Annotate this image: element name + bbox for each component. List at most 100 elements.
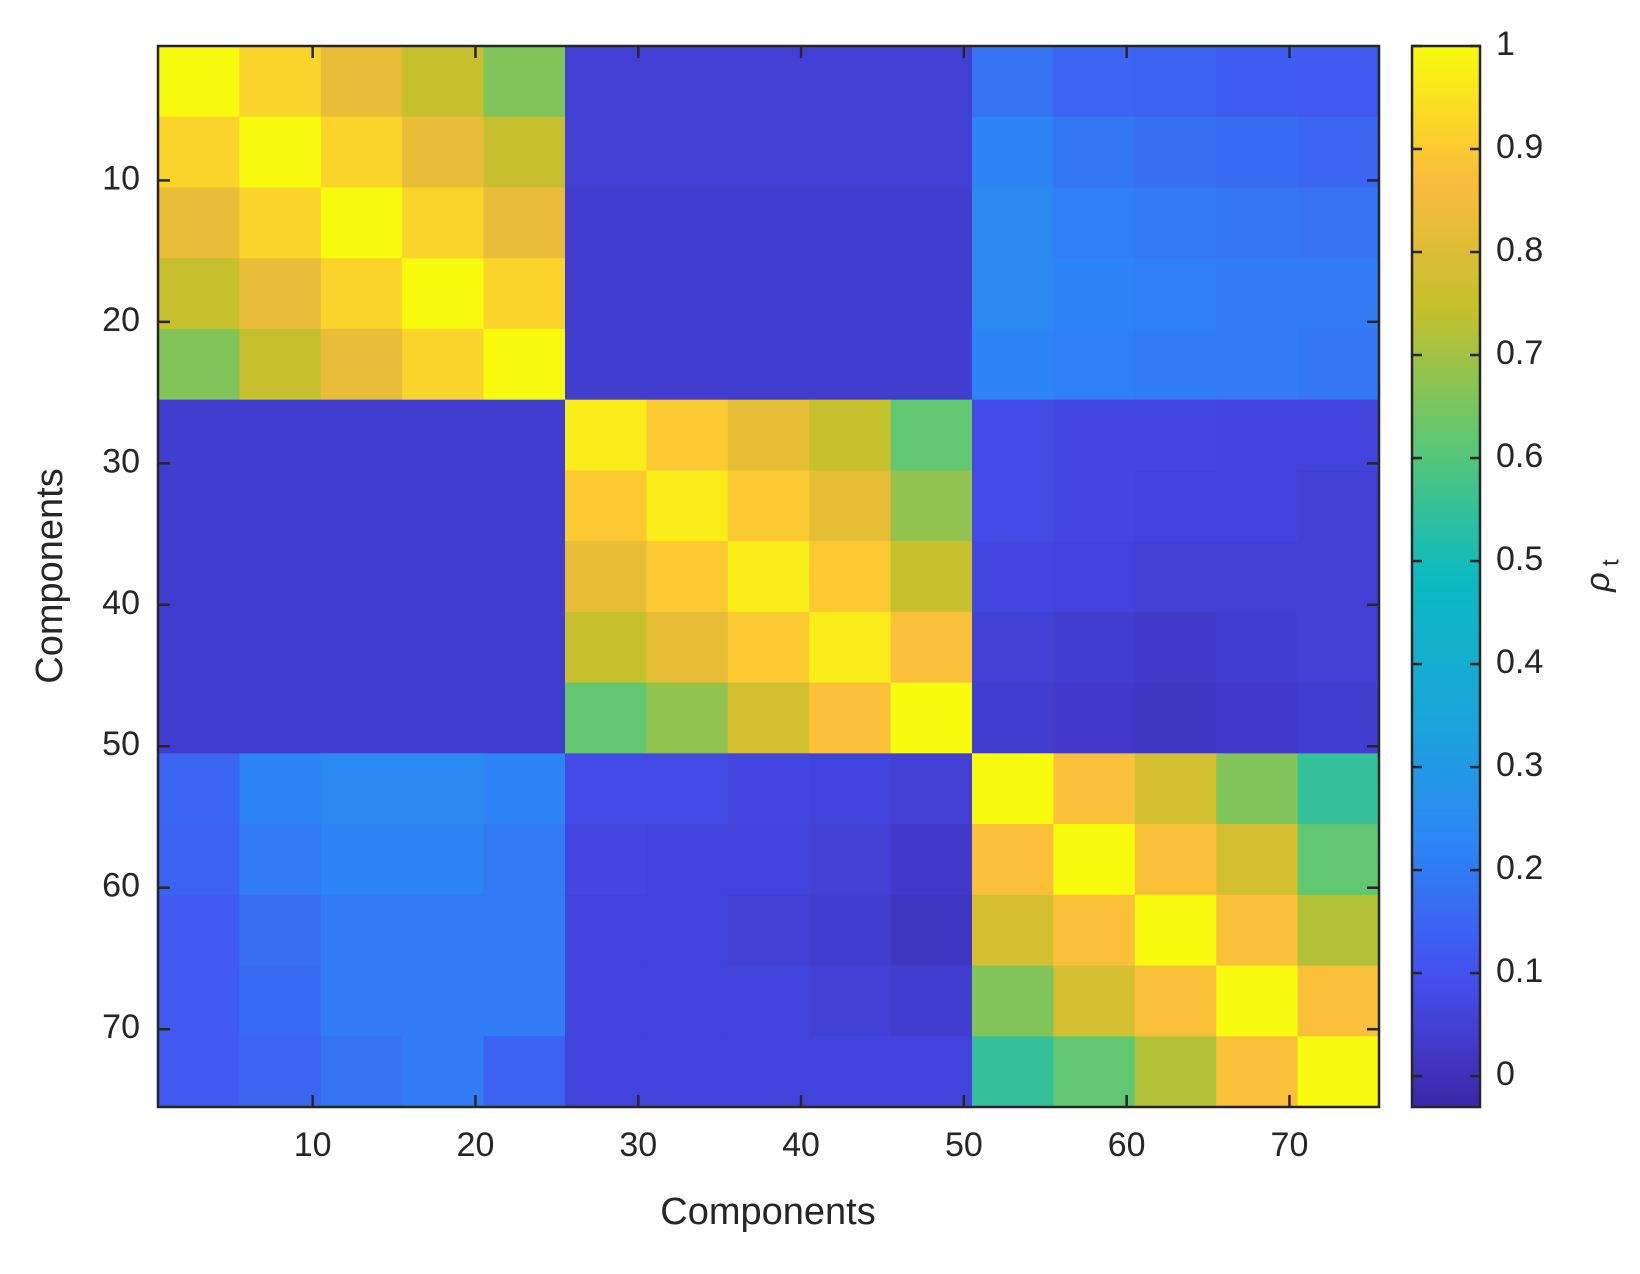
cell — [1053, 753, 1136, 825]
cell — [972, 187, 1054, 259]
cell — [1134, 965, 1217, 1037]
cell — [402, 46, 485, 118]
y-tick-label: 10 — [102, 159, 140, 197]
cell — [1216, 965, 1299, 1037]
cell — [565, 258, 647, 330]
cell — [565, 1036, 647, 1108]
cell — [809, 187, 892, 259]
x-tick-label: 30 — [619, 1126, 657, 1164]
cell — [320, 894, 403, 967]
cell — [1134, 541, 1217, 613]
cell — [158, 399, 240, 471]
cell — [158, 894, 240, 967]
colorbar-tick-label: 0.2 — [1496, 849, 1543, 887]
cell — [1134, 824, 1217, 896]
cell — [890, 753, 973, 825]
colorbar-tick-label: 0.9 — [1496, 128, 1543, 166]
cell — [158, 965, 240, 1037]
colorbar-symbol: ρ — [1579, 572, 1617, 592]
cell — [809, 258, 892, 330]
plot-frame — [156, 44, 1381, 1109]
cell — [1134, 470, 1217, 542]
cell — [646, 541, 729, 613]
cell — [890, 258, 973, 330]
cell — [565, 965, 647, 1037]
cell — [646, 824, 729, 896]
cell — [483, 187, 566, 259]
cell — [727, 46, 810, 118]
cell — [402, 611, 485, 684]
cell — [972, 258, 1054, 330]
cell — [1297, 682, 1380, 754]
cell — [483, 328, 566, 401]
cell — [320, 753, 403, 825]
cell — [972, 399, 1054, 471]
cell — [565, 824, 647, 896]
cell — [1297, 46, 1380, 118]
cell — [1297, 1036, 1380, 1108]
cell — [972, 965, 1054, 1037]
cell — [1216, 611, 1299, 684]
cell — [809, 541, 892, 613]
cell — [1053, 1036, 1136, 1108]
colorbar-frame — [1410, 44, 1482, 1109]
cell — [809, 965, 892, 1037]
cell — [1134, 682, 1217, 754]
cell — [239, 682, 322, 754]
cell — [402, 328, 485, 401]
cell — [1297, 470, 1380, 542]
cell — [320, 824, 403, 896]
cell — [809, 753, 892, 825]
cell — [727, 258, 810, 330]
cell — [1053, 399, 1136, 471]
cell — [727, 894, 810, 967]
cell — [1216, 328, 1299, 401]
cell — [239, 46, 322, 118]
cell — [972, 470, 1054, 542]
cell — [565, 46, 647, 118]
cell — [890, 116, 973, 189]
cell — [809, 470, 892, 542]
cell — [1134, 258, 1217, 330]
cell — [646, 894, 729, 967]
cell — [483, 965, 566, 1037]
colorbar-tick-label: 0.8 — [1496, 231, 1543, 269]
y-tick-label: 70 — [102, 1008, 140, 1046]
cell — [483, 611, 566, 684]
cell — [809, 328, 892, 401]
cell — [239, 1036, 322, 1108]
cell — [1216, 399, 1299, 471]
cell — [158, 187, 240, 259]
cell — [402, 682, 485, 754]
cell — [483, 824, 566, 896]
cell — [158, 1036, 240, 1108]
cell — [402, 824, 485, 896]
cell — [727, 187, 810, 259]
cell — [1216, 116, 1299, 189]
colorbar-tick-label: 0.4 — [1496, 643, 1543, 681]
cell — [565, 541, 647, 613]
cell — [239, 258, 322, 330]
cell — [809, 611, 892, 684]
cell — [1134, 116, 1217, 189]
cell — [320, 682, 403, 754]
cell — [1216, 187, 1299, 259]
x-tick-label: 70 — [1271, 1126, 1309, 1164]
cell — [727, 328, 810, 401]
cell — [727, 1036, 810, 1108]
cell — [239, 187, 322, 259]
cell — [1297, 187, 1380, 259]
cell — [320, 470, 403, 542]
cell — [1134, 328, 1217, 401]
cell — [239, 965, 322, 1037]
cell — [402, 1036, 485, 1108]
cell — [646, 258, 729, 330]
cell — [565, 399, 647, 471]
y-tick-label: 50 — [102, 725, 140, 763]
cell — [646, 965, 729, 1037]
cell — [1216, 894, 1299, 967]
cell — [565, 894, 647, 967]
cell — [1216, 753, 1299, 825]
cell — [158, 470, 240, 542]
